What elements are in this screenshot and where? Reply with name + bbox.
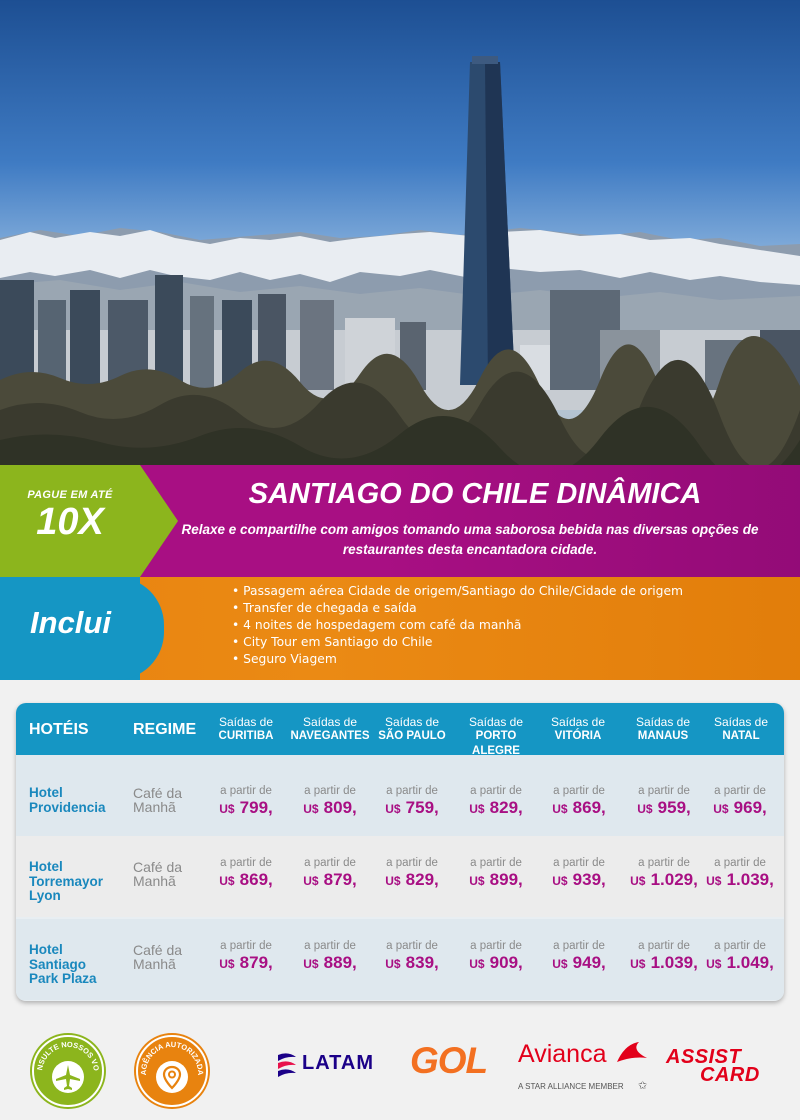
price-cell: a partir de U$ 959,	[637, 785, 691, 817]
includes-label-block	[0, 577, 164, 680]
latam-logo: LATAM	[276, 1047, 401, 1081]
price-cell: a partir de U$ 869,	[219, 857, 273, 889]
price-cell: a partir de U$ 809,	[303, 785, 357, 817]
regime: Café da Manhã	[133, 942, 183, 972]
hotel-name: Hotel Santiago Park Plaza	[29, 942, 97, 986]
includes-item: 4 noites de hospedagem com café da manhã	[232, 617, 683, 634]
price-cell: a partir de U$ 939,	[552, 857, 606, 889]
price-cell: a partir de U$ 829,	[469, 785, 523, 817]
includes-label: Inclui	[30, 605, 111, 640]
includes-item: Transfer de chegada e saída	[232, 600, 683, 617]
flights-badge-graphic: CONSULTE NOSSOS VOOS	[27, 1026, 104, 1107]
price-cell: a partir de U$ 879,	[303, 857, 357, 889]
price-cell: a partir de U$ 1.039,	[706, 857, 774, 889]
gol-logo: GOL	[410, 1040, 488, 1081]
header-city: Saídas de PORTO ALEGRE	[468, 715, 524, 757]
installments-badge	[0, 465, 178, 577]
header-city: Saídas de MANAUS	[635, 715, 691, 742]
header-city: Saídas de NATAL	[713, 715, 769, 742]
airplane-icon	[56, 1065, 80, 1090]
header-hotels: HOTÉIS	[29, 721, 89, 738]
header-regime: REGIME	[133, 721, 197, 738]
flights-badge[interactable]: CONSULTE NOSSOS VOOS	[27, 1026, 106, 1109]
table-header: HOTÉIS REGIME Saídas de CURITIBA Saídas d…	[16, 703, 784, 757]
price-cell: a partir de U$ 839,	[385, 940, 439, 972]
hero-santiago-skyline-image	[0, 0, 800, 465]
price-cell: a partir de U$ 899,	[469, 857, 523, 889]
price-cell: a partir de U$ 969,	[713, 785, 767, 817]
table-row: Hotel Torremayor Lyon Café da Manhã a parti…	[16, 836, 784, 917]
authorized-agency-badge-graphic: AGÊNCIA AUTORIZADA	[136, 1035, 208, 1107]
includes-item: Passagem aérea Cidade de origem/Santiago…	[232, 583, 683, 600]
price-cell: a partir de U$ 909,	[469, 940, 523, 972]
price-cell: a partir de U$ 1.039,	[630, 940, 698, 972]
skyline-illustration	[0, 56, 800, 465]
star-alliance-icon: ✩	[638, 1079, 648, 1092]
authorized-agency-badge[interactable]: AGÊNCIA AUTORIZADA	[134, 1033, 210, 1109]
installments-label: PAGUE EM ATÉ	[27, 489, 113, 501]
table-row: Hotel Providencia Café da Manhã a partir d…	[16, 755, 784, 836]
header-city: Saídas de NAVEGANTES	[290, 715, 370, 742]
header-city: Saídas de CURITIBA	[218, 715, 274, 742]
includes-item: Seguro Viagem	[232, 651, 683, 668]
regime: Café da Manhã	[133, 785, 183, 815]
price-cell: a partir de U$ 759,	[385, 785, 439, 817]
price-cell: a partir de U$ 829,	[385, 857, 439, 889]
package-subtitle: Relaxe e compartilhe com amigos tomando …	[181, 522, 759, 557]
assist-card-logo: ASSIST CARD	[666, 1046, 760, 1086]
snow-peaks	[0, 230, 800, 285]
price-cell: a partir de U$ 1.029,	[630, 857, 698, 889]
header-city: Saídas de VITÓRIA	[550, 715, 606, 742]
price-cell: a partir de U$ 879,	[219, 940, 273, 972]
price-cell: a partir de U$ 869,	[552, 785, 606, 817]
package-title: SANTIAGO DO CHILE DINÂMICA	[248, 478, 702, 510]
latam-mark-icon	[278, 1053, 296, 1077]
price-cell: a partir de U$ 889,	[303, 940, 357, 972]
includes-list: Passagem aérea Cidade de origem/Santiago…	[232, 583, 683, 668]
hotel-name: Hotel Providencia	[29, 785, 106, 815]
regime: Café da Manhã	[133, 859, 183, 889]
installments-value: 10X	[36, 501, 104, 543]
price-cell: a partir de U$ 799,	[219, 785, 273, 817]
table-row: Hotel Santiago Park Plaza Café da Manhã a p…	[16, 919, 784, 1000]
includes-item: City Tour em Santiago do Chile	[232, 634, 683, 651]
hotel-name: Hotel Torremayor Lyon	[29, 859, 104, 903]
price-cell: a partir de U$ 949,	[552, 940, 606, 972]
header-city: Saídas de SÃO PAULO	[378, 715, 446, 742]
price-table: HOTÉIS REGIME Saídas de CURITIBA Saídas d…	[16, 703, 784, 1001]
avianca-logo: Avianca A STAR ALLIANCE MEMBER ✩	[518, 1040, 648, 1092]
price-cell: a partir de U$ 1.049,	[706, 940, 774, 972]
avianca-bird-icon	[617, 1042, 647, 1062]
location-pin-icon	[162, 1065, 182, 1090]
